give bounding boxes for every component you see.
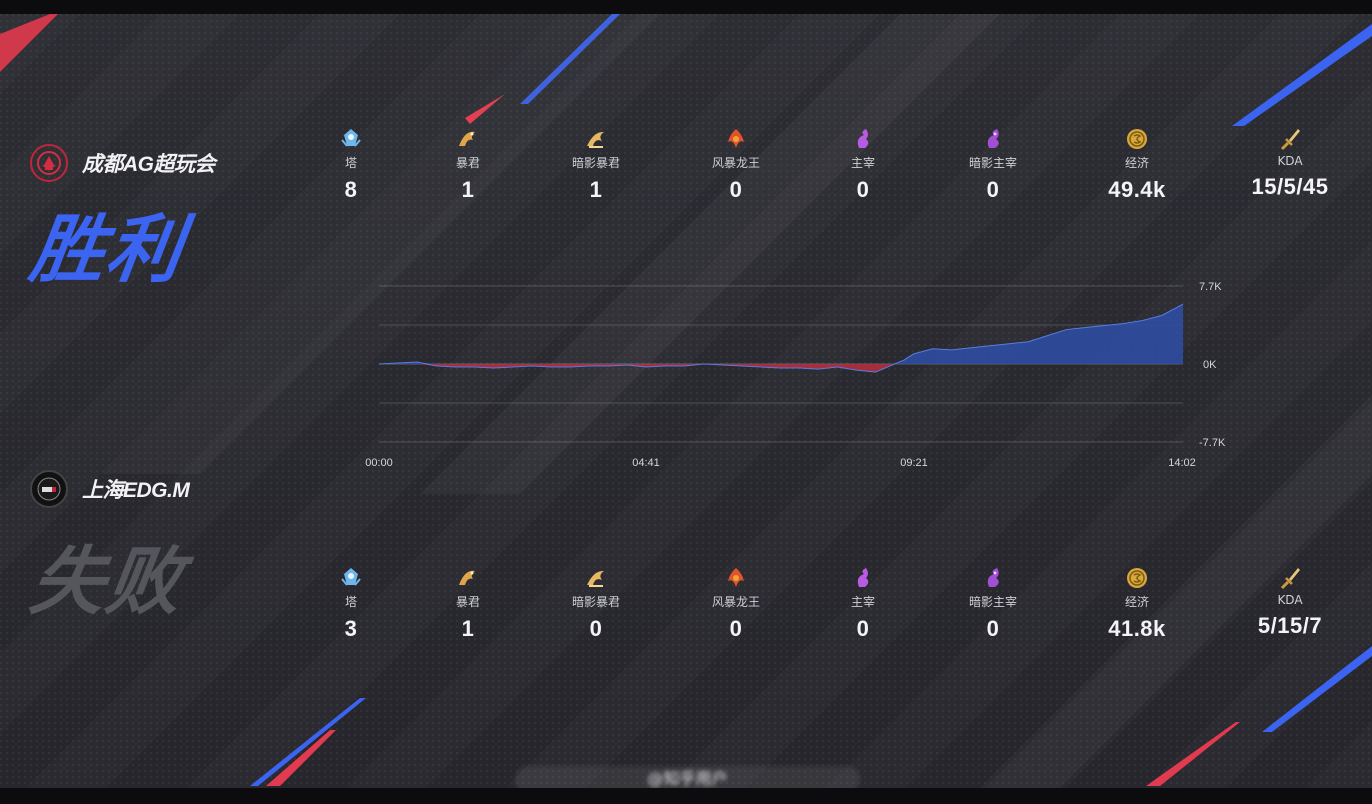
overlord-icon [850,126,876,152]
team-name: 上海EDG.M [82,479,190,502]
tower-icon [338,565,364,591]
gold-lead-area-positive [379,304,1183,364]
stat-label: 塔 [344,156,357,170]
team-name: 成都AG超玩会 [82,153,216,176]
stat-label: 经济 [1124,595,1149,609]
postgame-stats-screen: 成都AG超玩会 胜利 上海EDG.M 失败 塔 8 暴君 1 暗影暴君 1 风暴龙王 0 主宰 0… [0,14,1372,788]
stat-overlord: 主宰 0 [803,565,923,642]
stat-value: 1 [461,616,475,641]
stat-value: 1 [589,177,603,202]
stat-label: 暗影主宰 [968,595,1017,609]
stat-value: 49.4k [1108,177,1166,202]
stat-storm-dragon: 风暴龙王 0 [676,565,796,642]
stat-label: 暗影暴君 [571,156,620,170]
team-header-loser: 上海EDG.M [30,470,190,508]
stat-label: 暴君 [455,156,480,170]
overlord-icon [850,565,876,591]
stat-shadow-tyrant: 暗影暴君 0 [536,565,656,642]
x-tick-label: 00:00 [365,457,393,469]
stat-gold-coin: 经济 49.4k [1077,126,1197,203]
x-tick-label: 14:02 [1168,457,1196,469]
stat-tyrant: 暴君 1 [408,126,528,203]
stat-value: 5/15/7 [1257,613,1323,638]
storm-dragon-icon [723,126,749,152]
stat-gold-coin: 经济 41.8k [1077,565,1197,642]
team-logo-edg [30,470,68,508]
stat-value: 8 [344,177,358,202]
watermark: @知乎用户 [515,766,860,788]
stat-value: 0 [589,616,603,641]
stat-shadow-overlord: 暗影主宰 0 [933,565,1053,642]
stat-sword: KDA 15/5/45 [1230,126,1350,200]
stat-value: 0 [729,177,743,202]
stat-value: 41.8k [1108,616,1166,641]
team-header-winner: 成都AG超玩会 [30,144,216,182]
x-tick-label: 09:21 [900,457,928,469]
sword-icon [1277,565,1303,591]
team-logo-ag [30,144,68,182]
stat-value: 0 [729,616,743,641]
y-tick-label: 0K [1203,359,1217,371]
stat-label: 暗影暴君 [571,595,620,609]
tower-icon [338,126,364,152]
stat-value: 0 [986,616,1000,641]
stat-label: 风暴龙王 [711,156,760,170]
stat-label: 主宰 [850,156,875,170]
stat-value: 0 [856,616,870,641]
stat-overlord: 主宰 0 [803,126,923,203]
edg-logo-icon [37,477,61,501]
stat-value: 1 [461,177,475,202]
letterbox-top [0,0,1372,14]
stat-value: 0 [986,177,1000,202]
stat-label: 经济 [1124,156,1149,170]
stat-label: 暴君 [455,595,480,609]
stat-value: 3 [344,616,358,641]
shadow-overlord-icon [980,126,1006,152]
gold-coin-icon [1124,126,1150,152]
stat-label: 风暴龙王 [711,595,760,609]
x-tick-label: 04:41 [632,457,660,469]
stat-sword: KDA 5/15/7 [1230,565,1350,639]
y-tick-label: 7.7K [1199,281,1222,293]
ag-logo-icon [37,151,61,175]
stat-storm-dragon: 风暴龙王 0 [676,126,796,203]
stat-shadow-overlord: 暗影主宰 0 [933,126,1053,203]
tyrant-icon [455,565,481,591]
shadow-tyrant-icon [583,565,609,591]
stat-label: KDA [1277,593,1303,607]
gold-coin-icon [1124,565,1150,591]
stat-value: 15/5/45 [1251,174,1329,199]
letterbox-bottom [0,788,1372,804]
storm-dragon-icon [723,565,749,591]
y-tick-label: -7.7K [1199,437,1226,449]
gold-lead-line [378,303,1184,373]
stat-label: KDA [1277,154,1303,168]
sword-icon [1277,126,1303,152]
shadow-overlord-icon [980,565,1006,591]
stat-label: 塔 [344,595,357,609]
tyrant-icon [455,126,481,152]
stat-shadow-tyrant: 暗影暴君 1 [536,126,656,203]
shadow-tyrant-icon [583,126,609,152]
stat-label: 暗影主宰 [968,156,1017,170]
stat-tyrant: 暴君 1 [408,565,528,642]
gold-difference-chart: 7.7K 0K -7.7K 00:00 04:41 09:21 14:02 [365,281,1226,469]
stat-value: 0 [856,177,870,202]
stat-label: 主宰 [850,595,875,609]
